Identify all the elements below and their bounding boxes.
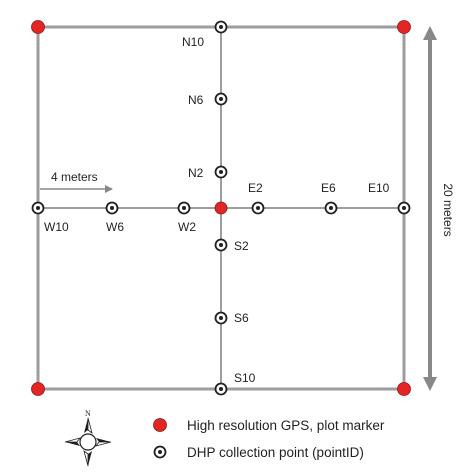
label-e10: E10 (368, 181, 390, 195)
dhp-point-s10 (214, 382, 228, 396)
label-w2: W2 (178, 220, 196, 234)
dhp-point-e10 (397, 201, 411, 215)
dhp-point-n10 (214, 20, 228, 34)
dhp-point-e2 (251, 201, 265, 215)
gps-marker-sw (31, 382, 45, 396)
legend-dhp-label: DHP collection point (pointID) (187, 445, 364, 460)
dhp-point-n2 (214, 165, 228, 179)
gps-marker-se (397, 382, 411, 396)
legend-gps-icon (153, 418, 167, 432)
label-n2: N2 (188, 166, 204, 180)
dhp-point-s6 (214, 311, 228, 325)
compass-north-label: N (85, 409, 91, 418)
dhp-point-w6 (105, 201, 119, 215)
gps-marker-ne (397, 20, 411, 34)
label-s10: S10 (234, 371, 256, 385)
side-length-arrow (423, 26, 437, 391)
label-s2: S2 (234, 239, 249, 253)
dhp-point-w2 (177, 201, 191, 215)
label-w6: W6 (106, 220, 124, 234)
label-e6: E6 (321, 181, 336, 195)
dhp-point-e6 (324, 201, 338, 215)
dhp-point-s2 (214, 238, 228, 252)
compass-rose-icon (64, 417, 112, 467)
dhp-point-w10 (31, 201, 45, 215)
label-w10: W10 (44, 220, 69, 234)
scale-bar-label: 4 meters (51, 170, 98, 184)
label-e2: E2 (248, 181, 263, 195)
dhp-point-n6 (214, 92, 228, 106)
gps-marker-center (214, 201, 228, 215)
legend-dhp-icon (153, 445, 167, 459)
side-length-label: 20 meters (441, 183, 455, 236)
legend-gps-label: High resolution GPS, plot marker (187, 418, 385, 433)
label-n6: N6 (188, 93, 204, 107)
gps-marker-nw (31, 20, 45, 34)
label-n10: N10 (182, 35, 204, 49)
label-s6: S6 (234, 311, 249, 325)
